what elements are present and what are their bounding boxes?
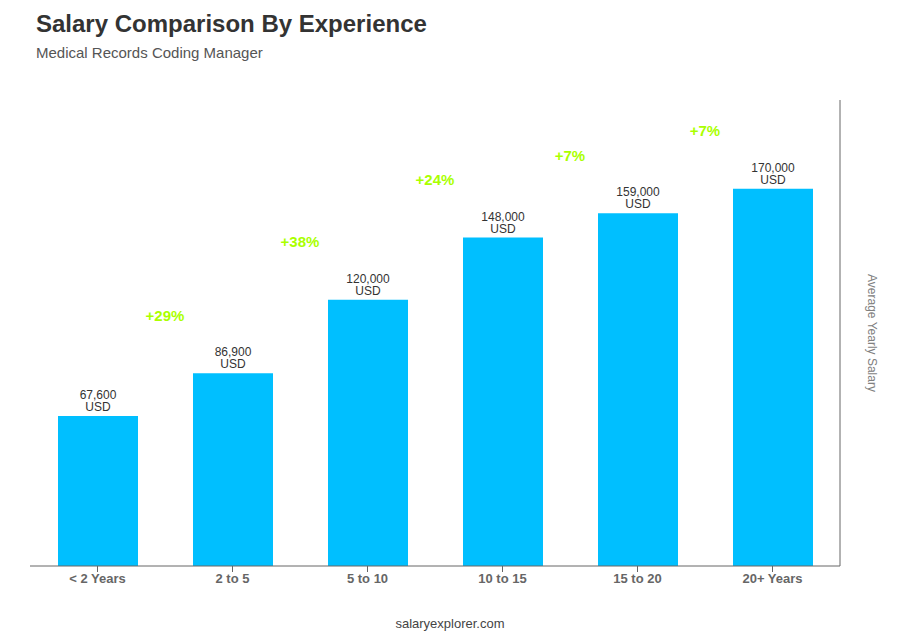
svg-text:+38%: +38% xyxy=(281,233,320,250)
svg-text:+24%: +24% xyxy=(416,171,455,188)
svg-text:Average Yearly Salary: Average Yearly Salary xyxy=(865,274,879,392)
svg-text:15 to 20: 15 to 20 xyxy=(613,571,661,586)
html-text:Salary Comparison By Experienc: Salary Comparison By Experience xyxy=(36,10,427,37)
html-text:salaryexplorer.com: salaryexplorer.com xyxy=(395,616,505,631)
svg-text:86,900USD: 86,900USD xyxy=(215,345,252,371)
svg-text:170,000USD: 170,000USD xyxy=(751,161,795,187)
svg-text:10 to 15: 10 to 15 xyxy=(478,571,526,586)
svg-text:5 to 10: 5 to 10 xyxy=(347,571,388,586)
svg-text:+7%: +7% xyxy=(555,147,585,164)
svg-text:2 to 5: 2 to 5 xyxy=(216,571,250,586)
svg-text:20+ Years: 20+ Years xyxy=(742,571,802,586)
svg-text:+29%: +29% xyxy=(146,307,185,324)
svg-text:67,600USD: 67,600USD xyxy=(80,388,117,414)
svg-text:< 2 Years: < 2 Years xyxy=(69,571,126,586)
html-text:Medical Records Coding Manager: Medical Records Coding Manager xyxy=(36,44,263,61)
svg-text:148,000USD: 148,000USD xyxy=(481,210,525,236)
svg-text:159,000USD: 159,000USD xyxy=(616,185,660,211)
svg-text:120,000USD: 120,000USD xyxy=(346,272,390,298)
svg-text:+7%: +7% xyxy=(690,122,720,139)
